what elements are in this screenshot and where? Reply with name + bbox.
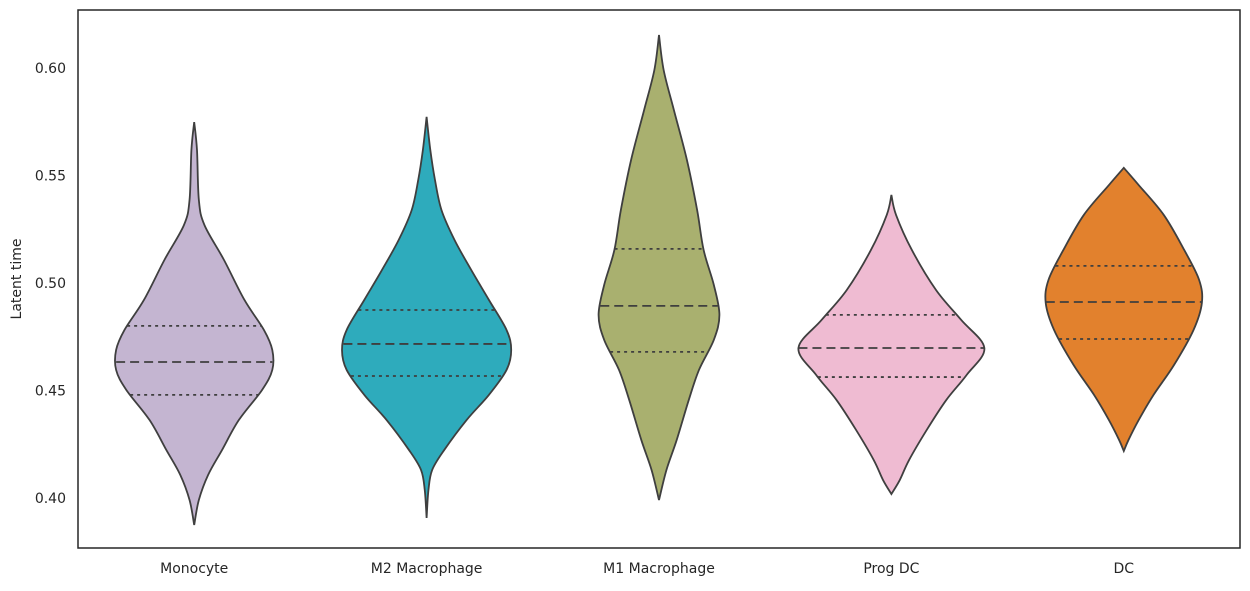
- y-tick-label: 0.40: [35, 491, 66, 507]
- violin: [1044, 166, 1204, 454]
- y-tick-label: 0.55: [35, 168, 66, 184]
- y-axis-label: Latent time: [9, 239, 25, 320]
- y-tick-label: 0.45: [35, 383, 66, 399]
- x-tick-label: M1 Macrophage: [603, 561, 715, 577]
- y-tick-label: 0.50: [35, 276, 66, 292]
- violin: [597, 34, 721, 501]
- violin: [114, 121, 275, 526]
- x-tick-label: Prog DC: [863, 561, 919, 577]
- x-tick-label: M2 Macrophage: [371, 561, 483, 577]
- violin: [341, 116, 513, 518]
- y-tick-label: 0.60: [35, 61, 66, 77]
- x-tick-label: Monocyte: [160, 561, 228, 577]
- violin: [797, 194, 986, 496]
- x-tick-label: DC: [1114, 561, 1135, 577]
- plot-frame: [77, 9, 1241, 549]
